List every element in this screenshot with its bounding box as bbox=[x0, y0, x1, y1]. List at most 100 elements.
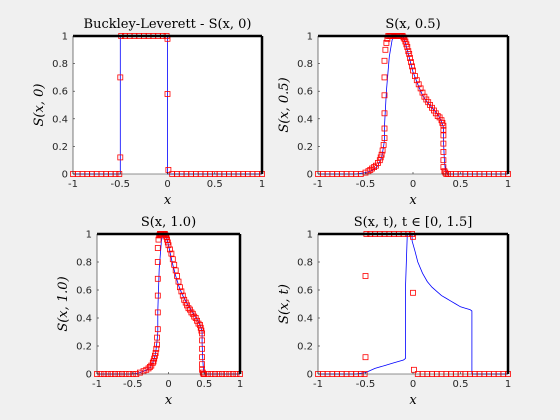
data-point bbox=[154, 259, 161, 265]
chart-1: -1 -0.5 0 0.5 1 0 0.2 0.4 0.6 0.8 1 Buckley-Leveret… bbox=[32, 17, 265, 208]
x-tick-label: -1 bbox=[313, 179, 323, 190]
data-point bbox=[191, 313, 198, 320]
data-point bbox=[410, 366, 417, 373]
data-point bbox=[154, 292, 161, 299]
y-tick-label: 0.2 bbox=[297, 142, 313, 153]
data-point bbox=[371, 164, 378, 171]
data-point bbox=[169, 256, 176, 263]
x-tick-label: 0 bbox=[165, 379, 171, 390]
data-point bbox=[381, 125, 388, 132]
data-point bbox=[199, 361, 206, 368]
x-tick-label: -0.5 bbox=[123, 379, 143, 390]
y-tick-label: 0.2 bbox=[297, 342, 313, 353]
data-point bbox=[419, 89, 426, 96]
data-point bbox=[117, 74, 124, 81]
data-point bbox=[381, 74, 388, 81]
data-point bbox=[410, 289, 416, 296]
data-point bbox=[179, 292, 186, 299]
data-point bbox=[149, 359, 156, 366]
data-point bbox=[410, 67, 416, 74]
data-point bbox=[362, 273, 369, 279]
data-point bbox=[199, 345, 206, 352]
y-tick-label: 0 bbox=[62, 170, 68, 181]
chart-2: -1 -0.5 0 0.5 1 0 0.2 0.4 0.6 0.8 1 S(x, 0.5) x S(x, … bbox=[277, 17, 511, 208]
y-tick-label: 0 bbox=[307, 370, 313, 381]
y-tick-label: 0.8 bbox=[297, 258, 313, 269]
x-tick-label: 0.5 bbox=[207, 179, 223, 190]
data-point bbox=[136, 369, 143, 376]
data-point bbox=[440, 126, 447, 133]
data-point bbox=[154, 275, 161, 282]
x-tick-label: 1 bbox=[505, 379, 511, 390]
data-point bbox=[404, 44, 411, 50]
data-point bbox=[411, 73, 418, 79]
chart-title: S(x, t), t ∈ [0, 1.5] bbox=[354, 215, 473, 230]
y-tick-label: 0.6 bbox=[297, 87, 313, 98]
data-point bbox=[415, 81, 422, 88]
y-tick-label: 0.6 bbox=[52, 87, 68, 98]
data-point bbox=[171, 261, 178, 268]
data-point bbox=[440, 122, 447, 129]
data-point bbox=[166, 246, 173, 253]
data-point bbox=[199, 337, 206, 344]
data-point bbox=[440, 140, 447, 147]
x-tick-label: -0.5 bbox=[110, 179, 130, 190]
x-axis-label: x bbox=[409, 393, 417, 408]
chart-4: -1 -0.5 0 0.5 1 0 0.2 0.4 0.6 0.8 1 S(x, t), t ∈ [0… bbox=[277, 215, 511, 408]
y-tick-label: 0.4 bbox=[297, 114, 313, 125]
y-axis-label: S(x, t) bbox=[277, 284, 292, 324]
data-point bbox=[154, 309, 161, 316]
data-point bbox=[440, 164, 447, 171]
chart-title: Buckley-Leverett - S(x, 0) bbox=[84, 17, 252, 32]
x-tick-label: 0.5 bbox=[453, 179, 469, 190]
data-point bbox=[379, 147, 386, 154]
data-point bbox=[378, 151, 385, 158]
data-point bbox=[362, 354, 369, 361]
data-point bbox=[413, 77, 420, 84]
y-tick-label: 0.8 bbox=[297, 59, 313, 70]
data-point bbox=[199, 330, 206, 337]
plot-area bbox=[318, 234, 508, 374]
data-point bbox=[175, 278, 182, 285]
data-point bbox=[408, 59, 415, 66]
data-point bbox=[440, 157, 447, 164]
x-axis-label: x bbox=[165, 393, 173, 408]
y-tick-label: 0.8 bbox=[52, 59, 68, 70]
data-point bbox=[406, 51, 413, 57]
x-tick-label: -1 bbox=[313, 379, 323, 390]
data-point bbox=[174, 273, 181, 279]
data-point bbox=[146, 364, 153, 370]
y-tick-label: 0.2 bbox=[76, 342, 92, 353]
data-point bbox=[440, 132, 447, 139]
data-point bbox=[154, 341, 161, 348]
x-tick-label: 0 bbox=[164, 179, 170, 190]
y-tick-label: 1 bbox=[307, 230, 313, 241]
data-point bbox=[380, 142, 387, 148]
data-point bbox=[178, 288, 185, 295]
data-point bbox=[417, 85, 424, 92]
data-point bbox=[381, 135, 388, 142]
data-point bbox=[155, 236, 162, 243]
y-tick-label: 0.4 bbox=[52, 114, 68, 125]
x-axis-label: x bbox=[164, 193, 172, 208]
data-point bbox=[152, 350, 159, 356]
data-point bbox=[382, 46, 389, 53]
data-point bbox=[172, 267, 179, 274]
data-point bbox=[165, 242, 172, 249]
y-tick-label: 0.2 bbox=[52, 142, 68, 153]
data-point bbox=[383, 40, 390, 46]
data-point bbox=[440, 148, 447, 155]
x-axis-label: x bbox=[409, 193, 417, 208]
x-tick-label: 1 bbox=[237, 379, 243, 390]
y-tick-label: 1 bbox=[62, 32, 68, 43]
series-line bbox=[318, 233, 508, 375]
data-point bbox=[165, 166, 172, 173]
y-tick-label: 0.4 bbox=[297, 314, 313, 325]
data-point bbox=[407, 55, 414, 61]
data-point bbox=[164, 91, 171, 97]
x-tick-label: 0.5 bbox=[196, 379, 212, 390]
y-tick-label: 0.4 bbox=[76, 314, 92, 325]
data-point bbox=[117, 154, 124, 161]
data-point bbox=[381, 92, 388, 99]
